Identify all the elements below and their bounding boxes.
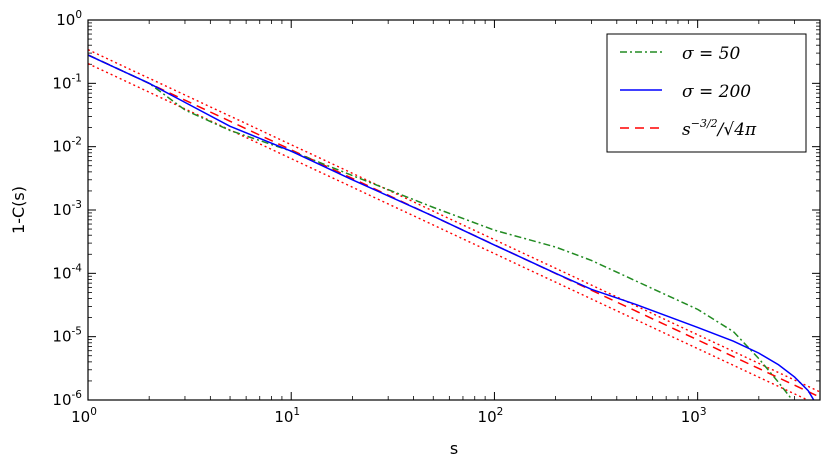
x-ticks: 100 101 102 103 <box>71 20 821 426</box>
legend: σ = 50 σ = 200 s−3/2/√4π <box>606 33 807 153</box>
x-tick-label: 103 <box>681 406 707 426</box>
series-line-0 <box>88 54 794 400</box>
y-tick-label: 10-6 <box>52 389 82 409</box>
x-axis-label: s <box>450 439 458 458</box>
legend-box <box>606 33 807 153</box>
y-tick-label: 10-5 <box>52 326 82 346</box>
legend-label: σ = 50 <box>682 44 740 64</box>
legend-label: σ = 200 <box>682 82 751 102</box>
y-tick-label: 10-4 <box>52 262 82 282</box>
y-ticks: 100 10-1 10-2 10-3 10-4 10-5 10-6 <box>52 9 820 409</box>
x-tick-label: 100 <box>71 406 97 426</box>
x-tick-label: 102 <box>478 406 504 426</box>
y-tick-label: 10-3 <box>52 199 82 219</box>
series-line-1 <box>88 54 815 400</box>
y-tick-label: 100 <box>56 9 82 29</box>
series-layer <box>88 49 820 400</box>
plot-frame <box>87 19 821 401</box>
legend-label: s−3/2/√4π <box>682 117 757 140</box>
y-tick-label: 10-1 <box>52 72 82 92</box>
y-axis-label: 1-C(s) <box>9 186 28 234</box>
y-tick-label: 10-2 <box>52 136 82 156</box>
x-tick-label: 101 <box>274 406 300 426</box>
